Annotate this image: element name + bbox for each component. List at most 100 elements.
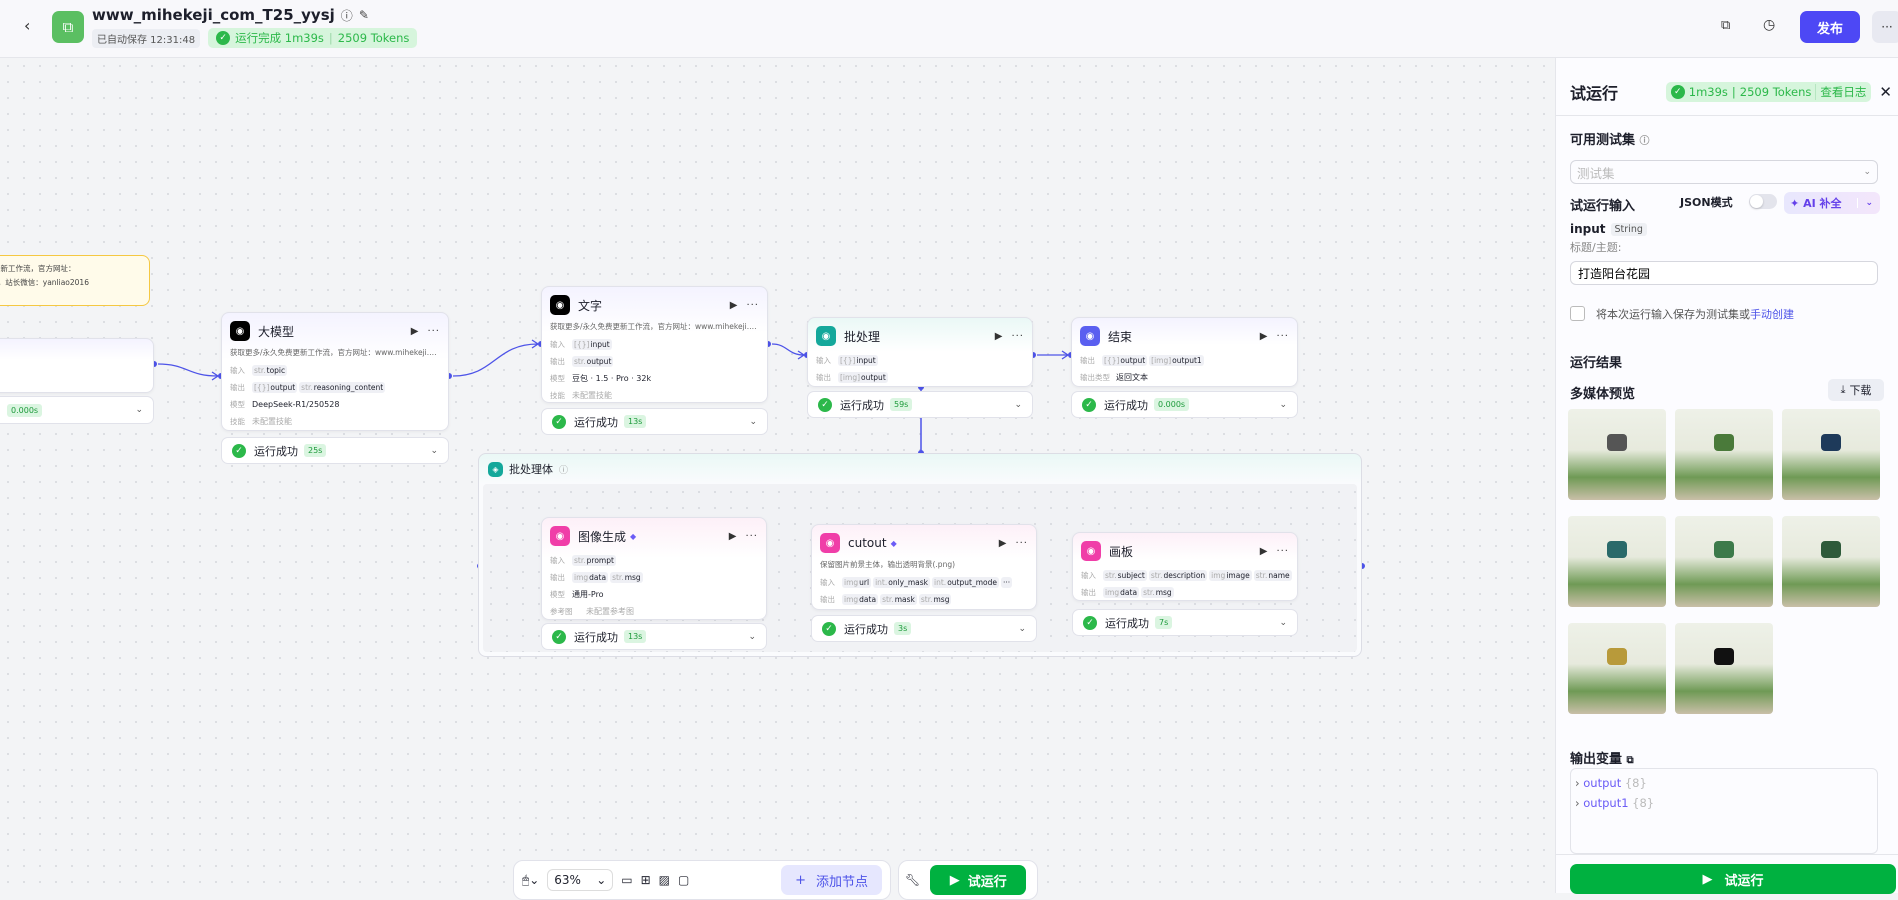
run-duration: 1m39s — [1688, 85, 1728, 99]
manual-create-link[interactable]: 手动创建 — [1750, 308, 1794, 321]
info-icon[interactable]: ⓘ — [1639, 136, 1650, 147]
param-name: input — [1570, 222, 1606, 236]
view-log-link[interactable]: 查看日志 — [1815, 84, 1866, 100]
run-node-icon[interactable]: ▶ — [410, 325, 420, 337]
ai-fill-label[interactable]: ✦ AI 补全 — [1784, 195, 1857, 211]
chevron-down-icon[interactable]: ⌄ — [1279, 617, 1287, 628]
more-icon[interactable]: ··· — [746, 299, 759, 311]
output-var-item[interactable]: › output1 {8} — [1575, 793, 1873, 813]
more-icon[interactable]: ··· — [745, 530, 758, 542]
media-thumbnail[interactable] — [1675, 623, 1773, 714]
media-thumbnail[interactable] — [1782, 516, 1880, 607]
debug-tool-icon[interactable]: 🔧︎ — [905, 873, 921, 887]
start-node[interactable] — [0, 338, 154, 393]
node-text[interactable]: ◉ 文字 ▶ ··· 获取更多/永久免费更新工作流，官方网址：www.mihekeji.… — [541, 286, 768, 403]
more-params-button[interactable]: ··· — [1000, 576, 1013, 588]
chevron-down-icon[interactable]: ⌄ — [1857, 198, 1880, 208]
node-description: 获取更多/永久免费更新工作流，官方网址：www.mihekeji.co··· — [230, 348, 440, 357]
edit-icon[interactable]: ✎ — [358, 8, 369, 22]
publish-button[interactable]: 发布 — [1800, 11, 1860, 43]
thumbnail-subject — [1607, 541, 1627, 558]
media-thumbnail[interactable] — [1568, 516, 1666, 607]
start-node-status[interactable]: 0.000s ⌄ — [0, 396, 154, 424]
param-tag: [{}]input — [838, 354, 878, 366]
node-description: 获取更多/永久免费更新工作流，官方网址：www.mihekeji.co··· — [550, 322, 759, 331]
node-row: 输出 str.output — [550, 353, 759, 369]
info-icon[interactable]: ⓘ — [559, 465, 569, 476]
run-node-icon[interactable]: ▶ — [729, 299, 739, 311]
note-card[interactable]: 更新工作流，官方网址： n，站长微信：yanliao2016 — [0, 255, 150, 306]
chevron-down-icon[interactable]: ⌄ — [1279, 399, 1287, 410]
run-node-icon[interactable]: ▶ — [728, 530, 738, 542]
more-button[interactable]: ··· — [1872, 11, 1898, 43]
history-icon[interactable]: ◷ — [1763, 17, 1776, 33]
run-node-icon[interactable]: ▶ — [998, 537, 1008, 549]
json-mode-toggle[interactable] — [1749, 194, 1777, 209]
media-thumbnail[interactable] — [1675, 409, 1773, 500]
info-icon[interactable]: ⓘ — [340, 8, 353, 23]
media-thumbnail[interactable] — [1568, 409, 1666, 500]
node-status[interactable]: ✓ 运行成功 13s ⌄ — [541, 408, 768, 435]
more-icon[interactable]: ··· — [1276, 330, 1289, 342]
testset-select[interactable]: 测试集 ⌄ — [1570, 160, 1878, 184]
save-testset-checkbox[interactable] — [1570, 306, 1585, 321]
minimap-icon[interactable]: ▢ — [678, 873, 690, 887]
more-icon[interactable]: ··· — [1011, 330, 1024, 342]
toolbar-run-button[interactable]: ▶ 试运行 — [930, 865, 1027, 895]
node-status[interactable]: ✓ 运行成功 7s ⌄ — [1072, 609, 1298, 636]
more-icon[interactable]: ··· — [1015, 537, 1028, 549]
row-label: 模型 — [230, 399, 245, 409]
chevron-down-icon[interactable]: ⌄ — [1014, 399, 1022, 410]
media-thumbnail[interactable] — [1675, 516, 1773, 607]
output-var-item[interactable]: › output {8} — [1575, 773, 1873, 793]
more-icon[interactable]: ··· — [427, 325, 440, 337]
node-batch[interactable]: ◉ 批处理 ▶ ··· 输入 [{}]input 输出 [img]output — [807, 317, 1033, 387]
workflow-canvas[interactable]: 更新工作流，官方网址： n，站长微信：yanliao2016 0.000s ⌄ ◈… — [0, 58, 1555, 900]
media-thumbnail[interactable] — [1568, 623, 1666, 714]
run-node-icon[interactable]: ▶ — [1259, 545, 1269, 557]
comment-icon[interactable]: ▭ — [621, 873, 633, 887]
note-text: n，站长微信：yanliao2016 — [0, 278, 89, 287]
chevron-down-icon[interactable]: ⌄ — [749, 416, 757, 427]
edge[interactable] — [452, 339, 540, 377]
run-node-icon[interactable]: ▶ — [994, 330, 1004, 342]
ai-fill-button[interactable]: ✦ AI 补全 ⌄ — [1784, 192, 1880, 214]
node-cutout[interactable]: ◉ cutout ◆ ▶ ··· 保留图片前景主体，输出透明背景(.png) 输入 imgur… — [811, 524, 1037, 610]
node-canvas[interactable]: ◉ 画板 ▶ ··· 输入 str.subject str.description imgim… — [1072, 532, 1298, 601]
edge[interactable] — [157, 363, 220, 381]
back-icon[interactable]: ‹ — [24, 16, 31, 35]
edge[interactable] — [771, 343, 806, 360]
node-status[interactable]: ✓ 运行成功 0.000s ⌄ — [1071, 391, 1298, 418]
node-status[interactable]: ✓ 运行成功 3s ⌄ — [811, 615, 1037, 642]
more-icon[interactable]: ··· — [1276, 545, 1289, 557]
node-status[interactable]: ✓ 运行成功 25s ⌄ — [221, 437, 449, 464]
node-end[interactable]: ◉ 结束 ▶ ··· 输出 [{}]output [img]output1 输出类型 返回文本 — [1071, 317, 1298, 387]
close-icon[interactable]: ✕ — [1879, 83, 1892, 101]
chevron-down-icon[interactable]: ⌄ — [1018, 623, 1026, 634]
node-title: 画板 — [1109, 544, 1134, 559]
edge[interactable] — [1037, 350, 1070, 360]
chevron-down-icon[interactable]: ⌄ — [748, 631, 756, 642]
layout-icon[interactable]: ⊞ — [640, 873, 651, 887]
image-icon[interactable]: ▨ — [658, 873, 671, 887]
node-status[interactable]: ✓ 运行成功 59s ⌄ — [807, 391, 1033, 418]
chevron-down-icon[interactable]: ⌄ — [135, 405, 143, 415]
param-tag: str.mask — [880, 593, 917, 605]
media-thumbnail[interactable] — [1782, 409, 1880, 500]
node-llm[interactable]: ◉ 大模型 ▶ ··· 获取更多/永久免费更新工作流，官方网址：www.mihekeji… — [221, 312, 449, 431]
copy-icon[interactable]: ⧉ — [1626, 755, 1634, 766]
panel-run-button[interactable]: ▶ 试运行 — [1570, 864, 1896, 894]
zoom-select[interactable]: 63% ⌄ — [547, 869, 614, 891]
run-node-icon[interactable]: ▶ — [1259, 330, 1269, 342]
zoom-value: 63% — [554, 873, 581, 887]
node-imggen[interactable]: ◉ 图像生成 ◆ ▶ ··· 输入 str.prompt 输出 imgdata str.msg 模型… — [541, 517, 767, 620]
copy-icon[interactable]: ⧉ — [1721, 18, 1731, 33]
run-time-badge: 13s — [624, 630, 647, 643]
mouse-mode-icon[interactable]: 🖱︎⌄ — [522, 872, 540, 887]
param-input[interactable] — [1570, 261, 1878, 285]
download-button[interactable]: ⤓ 下载 — [1828, 379, 1884, 401]
add-node-button[interactable]: + 添加节点 — [781, 865, 882, 895]
json-mode-label: JSON模式 — [1680, 196, 1733, 209]
node-status[interactable]: ✓ 运行成功 13s ⌄ — [541, 623, 767, 650]
chevron-down-icon[interactable]: ⌄ — [430, 445, 438, 456]
